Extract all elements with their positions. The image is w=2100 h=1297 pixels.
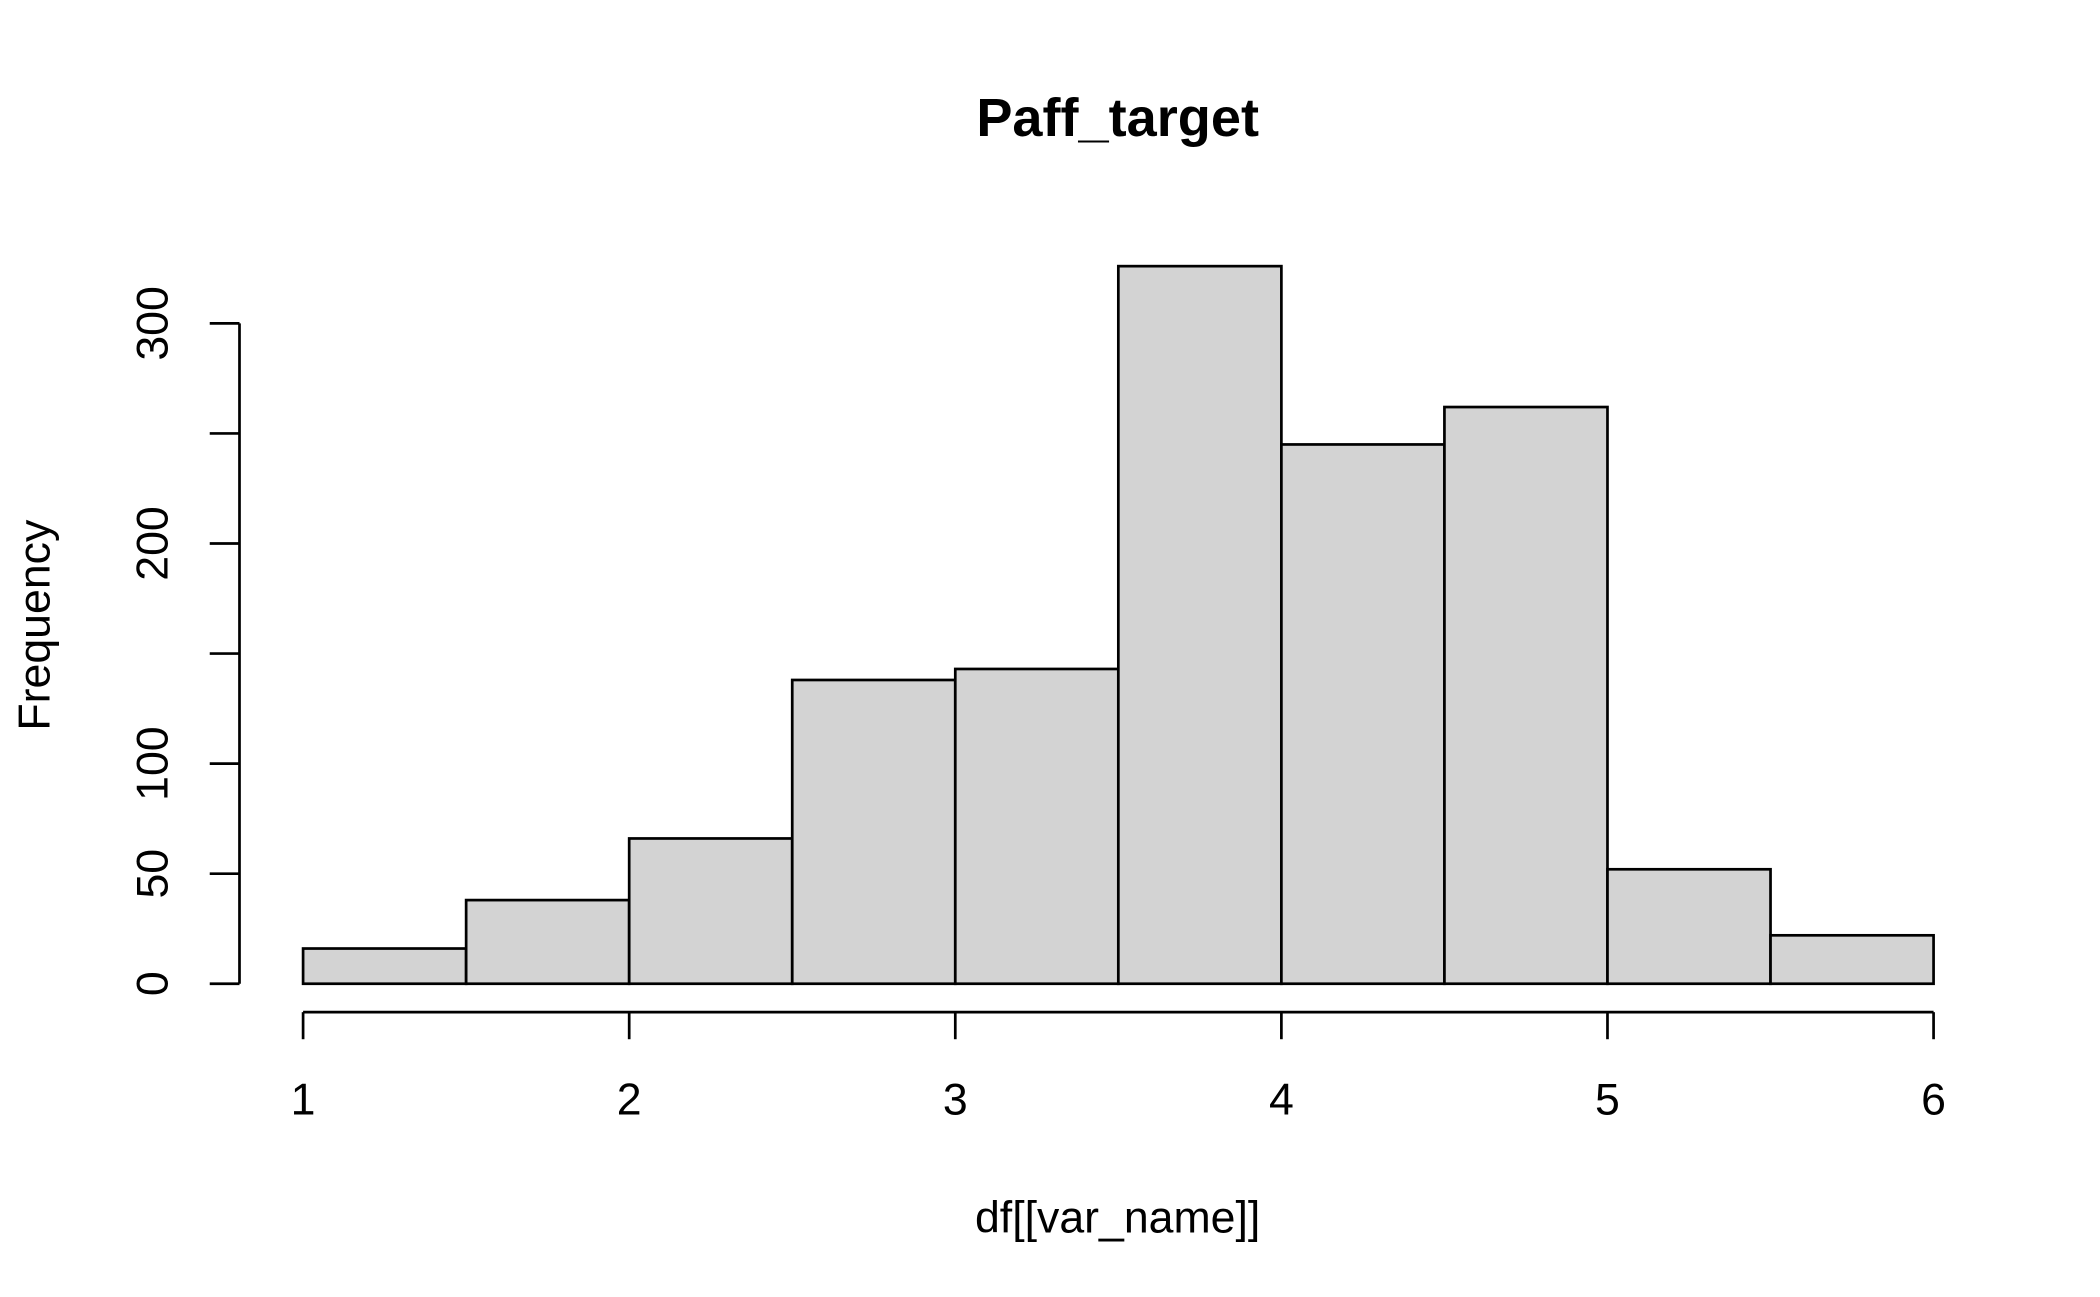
y-tick-label: 300 [128, 286, 177, 360]
chart-title: Paff_target [976, 88, 1259, 148]
x-tick-label: 2 [617, 1076, 642, 1125]
bar [1280, 443, 1446, 986]
bar [1116, 264, 1283, 986]
y-tick-label: 50 [128, 849, 177, 899]
bar [1769, 933, 1935, 986]
bar [953, 667, 1120, 986]
y-tick-label: 200 [128, 506, 177, 580]
x-tick-label: 5 [1595, 1076, 1620, 1125]
x-tick-label: 6 [1921, 1076, 1946, 1125]
bar [1443, 405, 1609, 986]
x-axis-label: df[[var_name]] [975, 1193, 1260, 1242]
x-tick-label: 4 [1269, 1076, 1294, 1125]
x-tick-label: 1 [291, 1076, 316, 1125]
bar [301, 947, 468, 986]
bar [464, 898, 631, 986]
y-tick-label: 0 [128, 971, 177, 996]
bar [790, 678, 957, 986]
y-tick-label: 100 [128, 726, 177, 800]
bar [1606, 867, 1772, 986]
y-axis-label: Frequency [11, 519, 60, 731]
x-tick-label: 3 [943, 1076, 968, 1125]
bar [627, 837, 794, 986]
